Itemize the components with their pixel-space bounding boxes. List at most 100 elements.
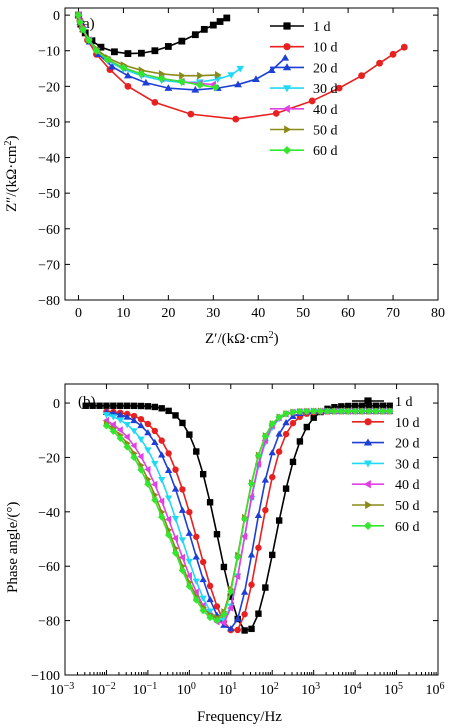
nyquist-data-point — [236, 65, 245, 73]
bode-data-point — [109, 409, 118, 416]
bode-data-point — [234, 553, 242, 561]
bode-data-point — [185, 571, 192, 580]
bode-data-point — [137, 452, 144, 461]
bode-data-point — [144, 465, 151, 474]
legend-marker — [282, 85, 292, 93]
bode-data-point — [254, 511, 263, 518]
bode-data-point — [185, 529, 194, 536]
bode-data-point — [254, 452, 263, 460]
bode-data-point — [365, 402, 373, 409]
nyquist-y-tick-label: −80 — [38, 294, 60, 309]
bode-data-point — [379, 407, 387, 415]
bode-x-tick-label: 100 — [177, 681, 196, 699]
nyquist-data-point — [200, 25, 208, 33]
bode-data-point — [137, 402, 145, 410]
nyquist-data-point — [197, 71, 204, 80]
bode-data-point — [102, 412, 111, 419]
nyquist-data-point — [400, 43, 408, 51]
bode-data-point — [206, 582, 214, 590]
bode-data-point — [164, 495, 173, 502]
bode-data-point — [248, 581, 255, 588]
bode-series-60-d — [102, 407, 394, 625]
nyquist-legend-entry: 50 d — [270, 124, 338, 139]
bode-data-point — [172, 412, 179, 419]
bode-data-point — [109, 427, 118, 435]
bode-data-point — [275, 430, 283, 437]
bode-data-point — [158, 513, 166, 521]
nyquist-x-axis-label: Z′/(kΩ·cm2) — [205, 330, 279, 348]
bode-data-point — [199, 558, 207, 566]
bode-data-point — [172, 466, 179, 473]
bode-data-point — [289, 419, 297, 427]
bode-data-point — [96, 402, 103, 409]
nyquist-data-point — [232, 115, 240, 123]
bode-data-point — [220, 610, 228, 619]
nyquist-x-tick-label: 60 — [341, 306, 355, 321]
bode-data-point — [130, 416, 138, 424]
bode-data-point — [255, 610, 262, 617]
bode-data-point — [164, 531, 173, 539]
nyquist-data-point — [234, 80, 242, 88]
nyquist-plot-frame — [64, 7, 439, 301]
bode-legend-entry: 20 d — [352, 437, 420, 452]
bode-data-point — [213, 616, 221, 625]
bode-data-point — [351, 402, 359, 410]
bode-data-point — [158, 497, 165, 505]
nyquist-data-point — [281, 53, 290, 61]
bode-data-point — [144, 480, 152, 488]
bode-data-point — [158, 405, 165, 412]
bode-y-tick-label: −60 — [38, 560, 60, 575]
bode-data-point — [151, 438, 159, 445]
bode-data-point — [254, 460, 261, 468]
legend-marker — [365, 500, 373, 510]
bode-data-point — [199, 606, 207, 615]
nyquist-data-point — [216, 18, 224, 25]
bode-data-point — [178, 553, 186, 562]
nyquist-data-point — [119, 63, 128, 72]
bode-data-point — [261, 476, 270, 483]
nyquist-legend-entry: 1 d — [270, 20, 331, 35]
bode-data-point — [199, 470, 207, 478]
bode-data-point — [123, 443, 131, 451]
nyquist-data-point — [191, 85, 200, 93]
nyquist-data-point — [389, 50, 397, 58]
bode-data-point — [282, 410, 290, 418]
legend-marker — [282, 146, 292, 155]
nyquist-data-point — [97, 43, 105, 51]
nyquist-data-point — [335, 84, 343, 92]
bode-data-point — [164, 515, 172, 524]
nyquist-data-point — [267, 66, 276, 74]
bode-data-point — [262, 506, 269, 514]
nyquist-y-tick-label: −50 — [38, 187, 60, 202]
bode-data-point — [289, 458, 297, 466]
nyquist-data-point — [223, 14, 231, 22]
bode-data-point — [303, 423, 311, 431]
nyquist-data-point — [252, 75, 260, 82]
bode-data-point — [179, 486, 186, 493]
bode-data-point — [130, 442, 137, 450]
bode-data-point — [186, 431, 193, 438]
bode-data-point — [192, 553, 200, 560]
bode-data-point — [144, 420, 152, 428]
bode-data-point — [234, 572, 241, 581]
bode-data-point — [117, 402, 124, 409]
nyquist-legend-entry: 10 d — [270, 41, 338, 56]
bode-y-axis-label: Phase angle/(°) — [5, 502, 21, 593]
bode-data-point — [116, 426, 123, 434]
bode-data-point — [255, 544, 262, 551]
nyquist-x-tick-label: 50 — [296, 306, 310, 321]
nyquist-data-point — [195, 81, 204, 89]
bode-data-point — [248, 625, 255, 633]
bode-data-point — [213, 531, 221, 538]
bode-data-point — [123, 402, 131, 409]
bode-data-point — [372, 402, 380, 409]
bode-data-point — [179, 419, 186, 427]
nyquist-y-tick-label: 0 — [53, 9, 60, 24]
bode-data-point — [386, 402, 393, 409]
bode-data-point — [158, 451, 166, 458]
nyquist-data-point — [376, 59, 383, 67]
bode-y-tick-label: −20 — [38, 451, 60, 466]
nyquist-x-tick-label: 0 — [75, 306, 82, 321]
legend-label: 30 d — [313, 82, 338, 97]
bode-data-point — [165, 407, 172, 415]
